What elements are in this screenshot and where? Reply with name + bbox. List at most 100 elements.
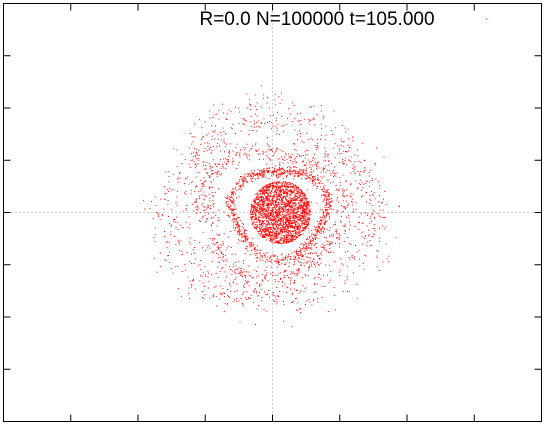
data-point	[310, 243, 311, 244]
data-point	[283, 203, 285, 205]
data-point	[274, 211, 276, 213]
data-point	[242, 118, 244, 119]
data-point	[323, 232, 325, 234]
data-point	[306, 206, 308, 208]
data-point	[319, 222, 321, 224]
data-point	[317, 226, 319, 228]
data-point	[274, 212, 276, 213]
data-point	[270, 239, 272, 241]
data-point	[267, 203, 269, 205]
data-point	[366, 201, 367, 203]
data-point	[281, 259, 283, 261]
data-point	[234, 269, 236, 271]
data-point	[243, 291, 245, 293]
data-point	[347, 194, 349, 196]
data-point	[313, 278, 315, 280]
data-point	[207, 287, 209, 289]
data-point	[299, 232, 300, 234]
data-point	[293, 199, 295, 200]
data-point	[296, 188, 298, 190]
data-point	[212, 222, 213, 224]
data-point	[293, 170, 294, 172]
data-point	[263, 169, 265, 171]
data-point	[333, 169, 335, 171]
data-point	[318, 276, 319, 278]
data-point	[363, 171, 365, 173]
data-point	[238, 185, 240, 187]
data-point	[274, 231, 276, 233]
data-point	[342, 161, 344, 163]
data-point	[316, 231, 318, 233]
data-point	[292, 192, 294, 194]
data-point	[269, 260, 271, 262]
data-point	[297, 176, 299, 177]
data-point	[205, 180, 207, 182]
data-point	[266, 189, 268, 191]
data-point	[204, 266, 206, 268]
data-point	[297, 219, 299, 221]
data-point	[177, 177, 179, 179]
data-point	[243, 181, 244, 183]
data-point	[324, 245, 325, 246]
data-point	[288, 194, 290, 196]
data-point	[296, 222, 298, 224]
data-point	[255, 254, 257, 256]
data-point	[278, 223, 280, 225]
data-point	[269, 218, 271, 220]
data-point	[262, 187, 264, 189]
data-point	[238, 226, 240, 228]
data-point	[340, 140, 342, 142]
data-point	[300, 265, 302, 266]
data-point	[282, 206, 284, 208]
data-point	[267, 190, 269, 191]
data-point	[294, 218, 296, 220]
data-point	[294, 148, 296, 150]
data-point	[283, 186, 285, 188]
data-point	[298, 223, 300, 224]
data-point	[266, 188, 268, 190]
data-point	[319, 182, 320, 184]
data-point	[304, 198, 305, 200]
data-point	[312, 139, 314, 141]
data-point	[264, 227, 266, 229]
data-point	[282, 131, 284, 133]
data-point	[191, 286, 193, 288]
data-point	[265, 223, 267, 225]
data-point	[203, 199, 205, 201]
data-point	[264, 275, 266, 277]
data-point	[307, 247, 309, 248]
data-point	[302, 155, 304, 156]
data-point	[311, 243, 313, 245]
data-point	[304, 288, 306, 290]
data-point	[260, 220, 262, 221]
data-point	[311, 233, 313, 235]
data-point	[256, 308, 258, 310]
data-point	[254, 144, 256, 146]
data-point	[276, 212, 277, 214]
data-point	[258, 218, 260, 220]
data-point	[323, 247, 325, 249]
data-point	[292, 202, 294, 204]
data-point	[219, 285, 221, 287]
data-point	[275, 192, 277, 194]
data-point	[303, 193, 305, 195]
data-point	[316, 230, 318, 232]
data-point	[256, 282, 258, 284]
data-point	[296, 187, 298, 189]
data-point	[340, 138, 342, 140]
data-point	[254, 149, 256, 151]
data-point	[241, 236, 243, 238]
data-point	[330, 173, 332, 174]
data-point	[232, 194, 234, 196]
data-point	[271, 239, 273, 241]
data-point	[235, 186, 237, 188]
data-point	[264, 254, 265, 256]
data-point	[350, 184, 352, 185]
data-point	[302, 169, 304, 171]
data-point	[379, 194, 381, 196]
data-point	[322, 211, 324, 212]
data-point	[277, 237, 279, 239]
data-point	[303, 173, 305, 175]
data-point	[190, 159, 192, 161]
data-point	[330, 271, 332, 273]
